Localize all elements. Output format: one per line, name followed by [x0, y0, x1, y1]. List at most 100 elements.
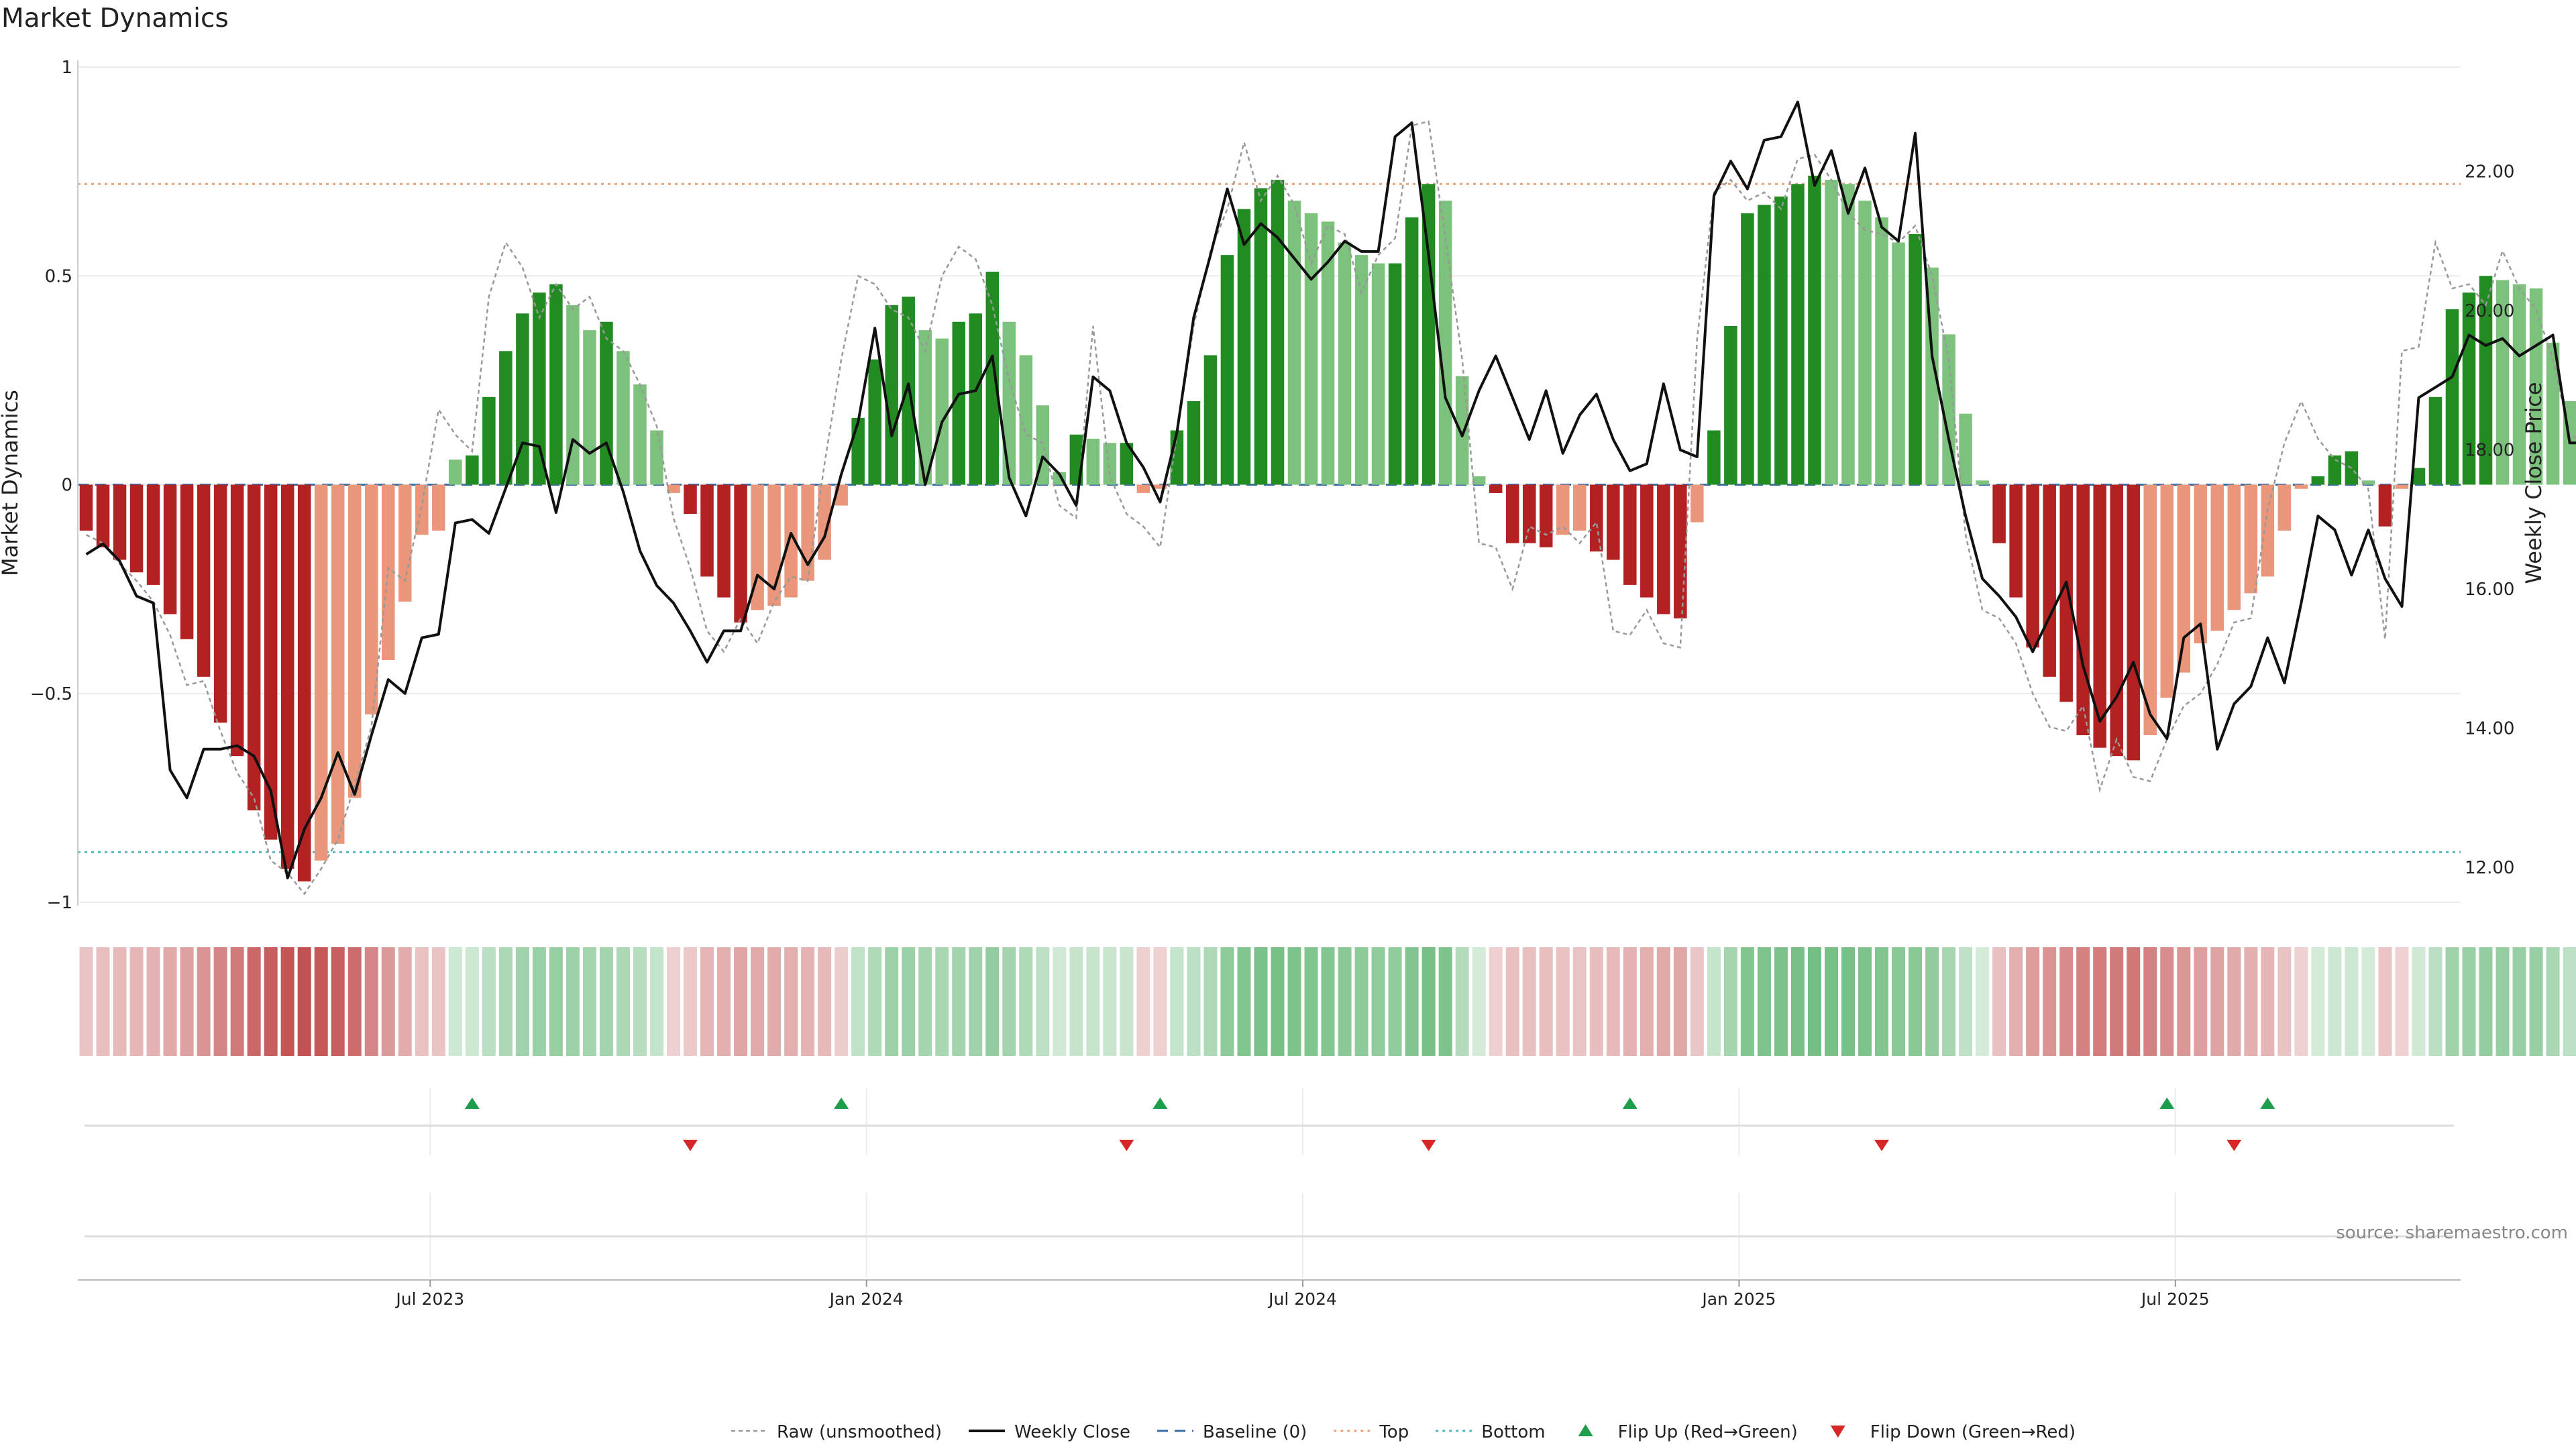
dynamics-bar — [935, 338, 949, 485]
dynamics-bar — [1086, 439, 1100, 485]
dynamics-bar — [1539, 484, 1553, 547]
legend-item-raw: Raw (unsmoothed) — [731, 1422, 942, 1442]
regime-cell — [2428, 947, 2443, 1056]
dynamics-bar — [1875, 217, 1888, 485]
regime-cell — [1539, 947, 1553, 1056]
dynamics-bar — [1825, 180, 1838, 485]
dynamics-bar — [2546, 342, 2560, 485]
x-tick-label: Jan 2024 — [828, 1289, 904, 1309]
regime-strip — [79, 947, 2576, 1056]
dynamics-bar — [2160, 484, 2174, 698]
regime-cell — [1505, 947, 1519, 1056]
dynamics-bar — [297, 484, 311, 881]
legend-label: Bottom — [1481, 1422, 1545, 1442]
regime-cell — [1992, 947, 2006, 1056]
regime-cell — [885, 947, 899, 1056]
regime-cell — [1103, 947, 1117, 1056]
regime-cell — [1472, 947, 1486, 1056]
dynamics-bar — [1170, 430, 1184, 485]
regime-cell — [1405, 947, 1419, 1056]
right-axis-label: Weekly Close Price — [2521, 382, 2546, 584]
dynamics-bar — [1354, 255, 1368, 485]
regime-cell — [1271, 947, 1285, 1056]
regime-cell — [2194, 947, 2208, 1056]
regime-cell — [1371, 947, 1385, 1056]
regime-cell — [2479, 947, 2493, 1056]
dynamics-bar — [583, 330, 596, 485]
regime-cell — [1892, 947, 1906, 1056]
regime-cell — [1019, 947, 1033, 1056]
dynamics-bar — [2009, 484, 2023, 598]
regime-cell — [1203, 947, 1218, 1056]
regime-cell — [398, 947, 412, 1056]
dynamics-bar — [1421, 184, 1436, 485]
dynamics-bar — [1707, 430, 1721, 485]
regime-cell — [2059, 947, 2074, 1056]
regime-cell — [1455, 947, 1469, 1056]
regime-cell — [1774, 947, 1788, 1056]
regime-cell — [1136, 947, 1150, 1056]
regime-cell — [2462, 947, 2476, 1056]
regime-cell — [230, 947, 244, 1056]
regime-cell — [280, 947, 294, 1056]
dynamics-bar — [1992, 484, 2006, 543]
dynamics-bar — [398, 484, 412, 602]
regime-cell — [2529, 947, 2543, 1056]
dynamics-bar — [1858, 201, 1872, 485]
regime-cell — [2009, 947, 2023, 1056]
dynamics-bar — [146, 484, 160, 585]
regime-cell — [1304, 947, 1318, 1056]
regime-cell — [2043, 947, 2057, 1056]
dynamics-bar — [650, 430, 663, 485]
regime-cell — [113, 947, 127, 1056]
dynamics-bar — [466, 455, 479, 485]
flip-down-marker — [1119, 1140, 1134, 1151]
regime-cell — [2160, 947, 2174, 1056]
left-tick-label: 0.5 — [45, 266, 72, 286]
flip-up-marker — [2159, 1097, 2175, 1109]
regime-cell — [1790, 947, 1805, 1056]
right-tick-label: 14.00 — [2465, 719, 2514, 739]
left-tick-label: −1 — [47, 893, 72, 913]
dynamics-bar — [784, 484, 798, 598]
regime-cell — [1321, 947, 1335, 1056]
right-tick-label: 22.00 — [2465, 162, 2514, 182]
flip-down-marker — [1874, 1140, 1890, 1151]
regime-cell — [1623, 947, 1637, 1056]
dynamics-bar — [952, 321, 965, 485]
regime-cell — [1287, 947, 1301, 1056]
regime-cell — [1489, 947, 1503, 1056]
dynamics-bar — [1623, 484, 1637, 585]
regime-cell — [2294, 947, 2308, 1056]
dynamics-bar — [2093, 484, 2106, 748]
flip-down-marker — [1421, 1140, 1436, 1151]
dynamics-bar — [96, 484, 110, 547]
dynamics-bar — [2479, 276, 2493, 485]
dynamics-bar — [2311, 476, 2325, 485]
regime-cell — [1522, 947, 1536, 1056]
regime-cell — [2311, 947, 2325, 1056]
dynamics-bar — [885, 305, 898, 485]
dynamics-bar — [1338, 242, 1352, 485]
flip-up-marker — [1622, 1097, 1638, 1109]
dynamics-bar — [2244, 484, 2258, 594]
dynamics-bar — [1674, 484, 1687, 619]
regime-cell — [1875, 947, 1889, 1056]
regime-cell — [616, 947, 630, 1056]
dynamics-bar — [801, 484, 814, 581]
dynamics-bar — [616, 351, 630, 485]
regime-cell — [180, 947, 194, 1056]
regime-cell — [2244, 947, 2258, 1056]
dynamics-bar — [1522, 484, 1536, 543]
regime-cell — [482, 947, 496, 1056]
regime-cell — [2361, 947, 2375, 1056]
regime-cell — [818, 947, 832, 1056]
regime-cell — [1673, 947, 1687, 1056]
regime-cell — [415, 947, 429, 1056]
dynamics-bar — [247, 484, 261, 811]
regime-cell — [129, 947, 144, 1056]
regime-cell — [1925, 947, 1939, 1056]
regime-cell — [1976, 947, 1990, 1056]
source-note: source: sharemaestro.com — [2336, 1223, 2568, 1243]
dynamics-bars — [79, 175, 2576, 881]
